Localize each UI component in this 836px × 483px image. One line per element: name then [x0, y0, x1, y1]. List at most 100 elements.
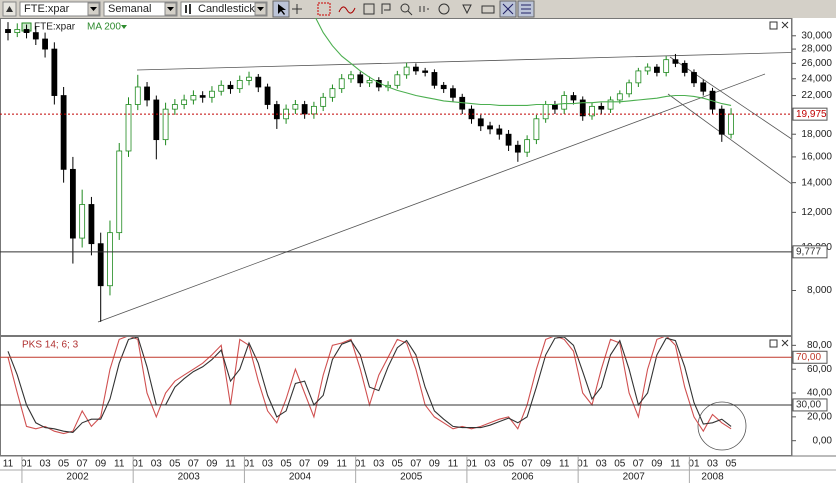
legend-entry[interactable]: MA 200	[87, 22, 121, 33]
candle-body	[107, 232, 113, 287]
y-tick-label: 28,000	[801, 44, 832, 55]
icon[interactable]	[381, 3, 391, 14]
y-tick-label: 80,00	[807, 340, 832, 351]
y-tick-label: 30,000	[801, 30, 832, 41]
level-label-box	[792, 245, 828, 259]
candle-body	[14, 29, 21, 33]
candle-body	[255, 76, 262, 88]
icon[interactable]	[769, 21, 778, 30]
icon[interactable]	[292, 4, 302, 14]
icon[interactable]	[338, 6, 356, 14]
period: Semanal	[108, 3, 151, 15]
icon	[278, 4, 286, 15]
icon	[185, 5, 187, 13]
candle-body	[116, 150, 123, 234]
candle-body	[524, 139, 531, 153]
candle-body	[728, 113, 734, 135]
candle-body	[570, 95, 577, 101]
oscillator-pane	[0, 336, 792, 456]
candle-body	[51, 48, 58, 96]
candle-body	[190, 95, 197, 101]
x-tick-label: 03	[484, 459, 496, 470]
icon[interactable]	[462, 4, 472, 15]
style-box[interactable]	[180, 1, 268, 17]
icon[interactable]	[438, 3, 450, 15]
x-tick-label: 05	[725, 459, 737, 470]
y-tick-label: 22,000	[801, 90, 832, 101]
icon	[6, 6, 13, 12]
legend-entry[interactable]: FTE:xpar	[34, 22, 76, 33]
series-line	[315, 18, 732, 106]
candle-body	[422, 70, 429, 73]
candle-body	[533, 118, 540, 141]
plot	[0, 18, 792, 322]
candle-body	[5, 29, 11, 33]
x-tick-label: 09	[540, 459, 552, 470]
level-label: 19,975	[796, 109, 827, 120]
series-line	[7, 337, 732, 433]
x-year-label: 2007	[623, 472, 646, 483]
plot	[0, 337, 792, 435]
candle-body	[598, 105, 605, 110]
icon	[167, 7, 174, 11]
x-year-label: 2002	[66, 472, 89, 483]
candle-body	[477, 118, 484, 127]
candle-body	[144, 86, 150, 101]
candle-body	[431, 72, 438, 86]
candle-body	[440, 84, 447, 90]
candle-body	[199, 95, 206, 98]
x-tick-label: 07	[299, 459, 311, 470]
y-tick-label: 8,000	[807, 285, 832, 296]
icon[interactable]	[317, 2, 331, 16]
tool-icons	[272, 0, 535, 18]
icon[interactable]	[407, 10, 413, 16]
legend-entry[interactable]: PKS 14; 6; 3	[22, 340, 79, 351]
x-tick-label: 01	[243, 459, 255, 470]
level-label: 30,00	[796, 400, 821, 411]
candle-body	[403, 66, 410, 76]
icon[interactable]	[400, 3, 410, 13]
candle-body	[589, 105, 595, 117]
icon[interactable]	[419, 6, 429, 12]
candle-body	[616, 93, 623, 101]
x-tick-label: 01	[355, 459, 367, 470]
candle-body	[153, 99, 160, 141]
candle-body	[69, 168, 76, 239]
icon[interactable]	[769, 339, 778, 348]
candle-body	[644, 66, 651, 72]
candle-body	[412, 66, 419, 72]
x-tick-label: 03	[40, 459, 52, 470]
icon[interactable]	[781, 339, 789, 347]
candle-body	[496, 128, 503, 135]
x-tick-label: 03	[373, 459, 385, 470]
candle-body	[366, 79, 373, 84]
icon[interactable]	[781, 21, 789, 29]
x-tick-label: 11	[448, 459, 459, 470]
style: Candlestick	[198, 3, 255, 15]
candle-body	[672, 59, 679, 64]
period-box[interactable]	[103, 1, 178, 17]
icon	[502, 3, 514, 15]
y-tick-label: 12,000	[801, 207, 832, 218]
x-tick-label: 07	[633, 459, 645, 470]
x-tick-label: 09	[651, 459, 663, 470]
x-year-label: 2006	[511, 472, 534, 483]
x-tick-label: 01	[577, 459, 589, 470]
candle-body	[700, 82, 707, 92]
candle-body	[691, 72, 697, 84]
candle-body	[246, 76, 252, 81]
candle-body	[542, 104, 549, 120]
candle-body	[209, 90, 215, 98]
x-tick-label: 07	[410, 459, 422, 470]
candle-body	[505, 133, 512, 146]
candle-body	[23, 29, 30, 33]
x-year-label: 2003	[178, 472, 201, 483]
icon[interactable]	[363, 3, 375, 15]
candle-body	[579, 99, 586, 117]
x-tick-label: 05	[614, 459, 626, 470]
icon[interactable]	[481, 5, 495, 14]
x-tick-label: 09	[318, 459, 330, 470]
candle-body	[338, 78, 345, 90]
symbol-box[interactable]	[19, 1, 101, 17]
candle-body	[292, 104, 299, 110]
